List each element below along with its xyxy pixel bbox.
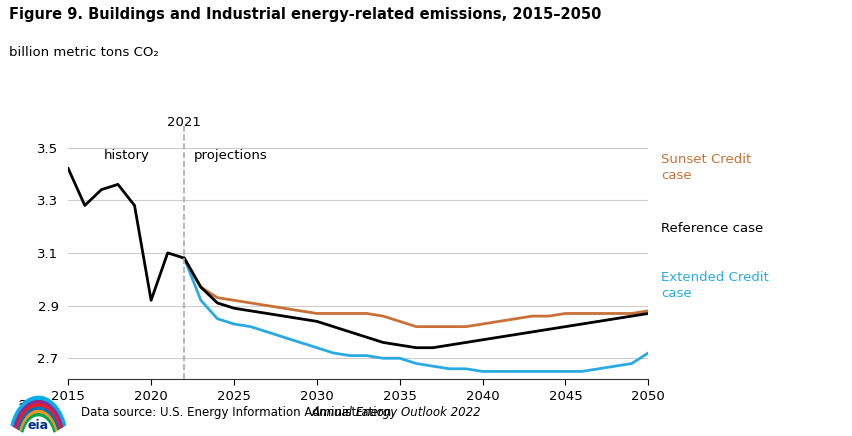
Text: Reference case: Reference case xyxy=(660,222,763,235)
Polygon shape xyxy=(17,406,60,429)
Polygon shape xyxy=(19,409,58,431)
Text: Figure 9. Buildings and Industrial energy-related emissions, 2015–2050: Figure 9. Buildings and Industrial energ… xyxy=(9,7,600,21)
Text: eia: eia xyxy=(28,419,49,432)
Text: Data source: U.S. Energy Information Administration,: Data source: U.S. Energy Information Adm… xyxy=(81,406,399,419)
Text: ≈: ≈ xyxy=(18,395,31,409)
Text: billion metric tons CO₂: billion metric tons CO₂ xyxy=(9,46,158,59)
Polygon shape xyxy=(11,396,66,426)
Text: history: history xyxy=(103,149,149,162)
Polygon shape xyxy=(14,400,63,427)
Text: Annual Energy Outlook 2022: Annual Energy Outlook 2022 xyxy=(311,406,481,419)
Text: 2021: 2021 xyxy=(167,116,201,129)
Text: Extended Credit
case: Extended Credit case xyxy=(660,271,768,300)
Polygon shape xyxy=(21,413,55,432)
Text: Sunset Credit
case: Sunset Credit case xyxy=(660,153,751,182)
Text: projections: projections xyxy=(194,149,268,162)
Polygon shape xyxy=(15,403,61,429)
Text: 0: 0 xyxy=(22,410,31,422)
